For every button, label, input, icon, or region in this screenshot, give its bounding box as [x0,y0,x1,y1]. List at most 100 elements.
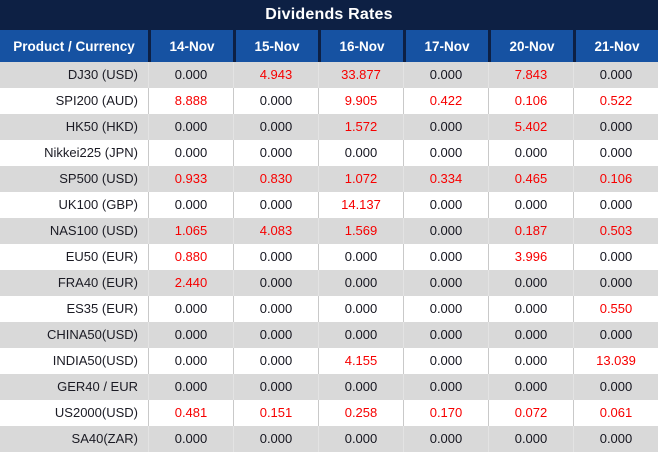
table-row: US2000(USD) 0.481 0.151 0.258 0.170 0.072 0.06… [0,400,658,426]
rate-cell: 0.334 [403,166,488,192]
rate-cell: 0.000 [403,348,488,374]
rate-cell: 0.000 [573,244,658,270]
rate-cell: 0.000 [148,296,233,322]
rate-cell: 0.000 [233,426,318,452]
rate-cell: 0.000 [148,192,233,218]
rate-cell: 0.481 [148,400,233,426]
rate-cell: 0.000 [233,374,318,400]
rate-cell: 0.000 [488,426,573,452]
rate-cell: 9.905 [318,88,403,114]
product-cell: SA40(ZAR) [71,431,138,446]
product-cell: Nikkei225 (JPN) [44,145,138,160]
rate-cell: 5.402 [488,114,573,140]
date-header: 15-Nov [233,30,318,62]
rate-cell: 0.000 [488,270,573,296]
rate-cell: 14.137 [318,192,403,218]
table-row: CHINA50(USD) 0.000 0.000 0.000 0.000 0.000 0.0… [0,322,658,348]
rate-cell: 0.000 [573,114,658,140]
rate-cell: 0.000 [573,62,658,88]
rate-cell: 0.933 [148,166,233,192]
table-row: ES35 (EUR) 0.000 0.000 0.000 0.000 0.000 0.550 [0,296,658,322]
date-header: 20-Nov [488,30,573,62]
rate-cell: 0.000 [573,192,658,218]
rate-cell: 0.000 [573,322,658,348]
rate-cell: 0.000 [233,88,318,114]
date-header: 14-Nov [148,30,233,62]
rate-cell: 7.843 [488,62,573,88]
rate-cell: 0.258 [318,400,403,426]
rate-cell: 0.000 [233,244,318,270]
product-cell: ES35 (EUR) [66,301,138,316]
rate-cell: 0.000 [488,296,573,322]
rate-cell: 0.000 [403,244,488,270]
table-row: EU50 (EUR) 0.880 0.000 0.000 0.000 3.996 0.000 [0,244,658,270]
rate-cell: 0.000 [403,114,488,140]
rate-cell: 0.465 [488,166,573,192]
rate-cell: 0.000 [148,62,233,88]
rate-cell: 0.000 [318,322,403,348]
product-cell: US2000(USD) [54,405,138,420]
rate-cell: 0.151 [233,400,318,426]
rate-cell: 0.000 [318,244,403,270]
rate-cell: 0.000 [233,348,318,374]
table-row: NAS100 (USD) 1.065 4.083 1.569 0.000 0.187 0.5… [0,218,658,244]
rate-cell: 0.000 [233,192,318,218]
table-body: DJ30 (USD) 0.000 4.943 33.877 0.000 7.843 0.00… [0,62,658,452]
product-cell: DJ30 (USD) [67,67,138,82]
rate-cell: 2.440 [148,270,233,296]
rate-cell: 0.000 [403,270,488,296]
product-cell: SP500 (USD) [59,171,138,186]
table-title: Dividends Rates [0,0,658,30]
rate-cell: 0.000 [403,218,488,244]
rate-cell: 0.000 [148,374,233,400]
rate-cell: 4.155 [318,348,403,374]
product-cell: INDIA50(USD) [52,353,138,368]
rate-cell: 0.000 [488,348,573,374]
rate-cell: 0.000 [233,114,318,140]
rate-cell: 0.000 [488,322,573,348]
product-cell: NAS100 (USD) [49,223,138,238]
rate-cell: 0.000 [488,192,573,218]
product-cell: EU50 (EUR) [65,249,138,264]
table-row: GER40 / EUR 0.000 0.000 0.000 0.000 0.000 0.00… [0,374,658,400]
rate-cell: 0.503 [573,218,658,244]
rate-cell: 0.000 [403,140,488,166]
product-cell: CHINA50(USD) [46,327,138,342]
table-row: INDIA50(USD) 0.000 0.000 4.155 0.000 0.000 13.… [0,348,658,374]
rate-cell: 4.943 [233,62,318,88]
rate-cell: 0.000 [403,322,488,348]
date-header: 17-Nov [403,30,488,62]
rate-cell: 0.000 [233,270,318,296]
rate-cell: 0.000 [318,270,403,296]
rate-cell: 0.000 [148,114,233,140]
rate-cell: 0.000 [573,140,658,166]
table-row: SA40(ZAR) 0.000 0.000 0.000 0.000 0.000 0.000 [0,426,658,452]
rate-cell: 0.000 [573,270,658,296]
table-row: SPI200 (AUD) 8.888 0.000 9.905 0.422 0.106 0.5… [0,88,658,114]
table-header-row: Product / Currency 14-Nov 15-Nov 16-Nov 17-… [0,30,658,62]
product-cell: SPI200 (AUD) [55,93,138,108]
rate-cell: 0.000 [488,140,573,166]
product-cell: UK100 (GBP) [58,197,138,212]
rate-cell: 0.000 [403,296,488,322]
rate-cell: 0.187 [488,218,573,244]
date-header: 21-Nov [573,30,658,62]
rate-cell: 0.000 [233,140,318,166]
rate-cell: 0.000 [403,374,488,400]
rate-cell: 1.572 [318,114,403,140]
rate-cell: 0.000 [573,374,658,400]
rate-cell: 0.000 [148,322,233,348]
table-row: FRA40 (EUR) 2.440 0.000 0.000 0.000 0.000 0.00… [0,270,658,296]
rate-cell: 0.000 [318,296,403,322]
rate-cell: 0.000 [148,140,233,166]
rate-cell: 0.000 [233,296,318,322]
table-row: DJ30 (USD) 0.000 4.943 33.877 0.000 7.843 0.00… [0,62,658,88]
rate-cell: 13.039 [573,348,658,374]
table-row: Nikkei225 (JPN) 0.000 0.000 0.000 0.000 0.000… [0,140,658,166]
rate-cell: 0.000 [403,192,488,218]
rate-cell: 0.000 [148,348,233,374]
rate-cell: 3.996 [488,244,573,270]
rate-cell: 8.888 [148,88,233,114]
rate-cell: 4.083 [233,218,318,244]
rate-cell: 0.830 [233,166,318,192]
